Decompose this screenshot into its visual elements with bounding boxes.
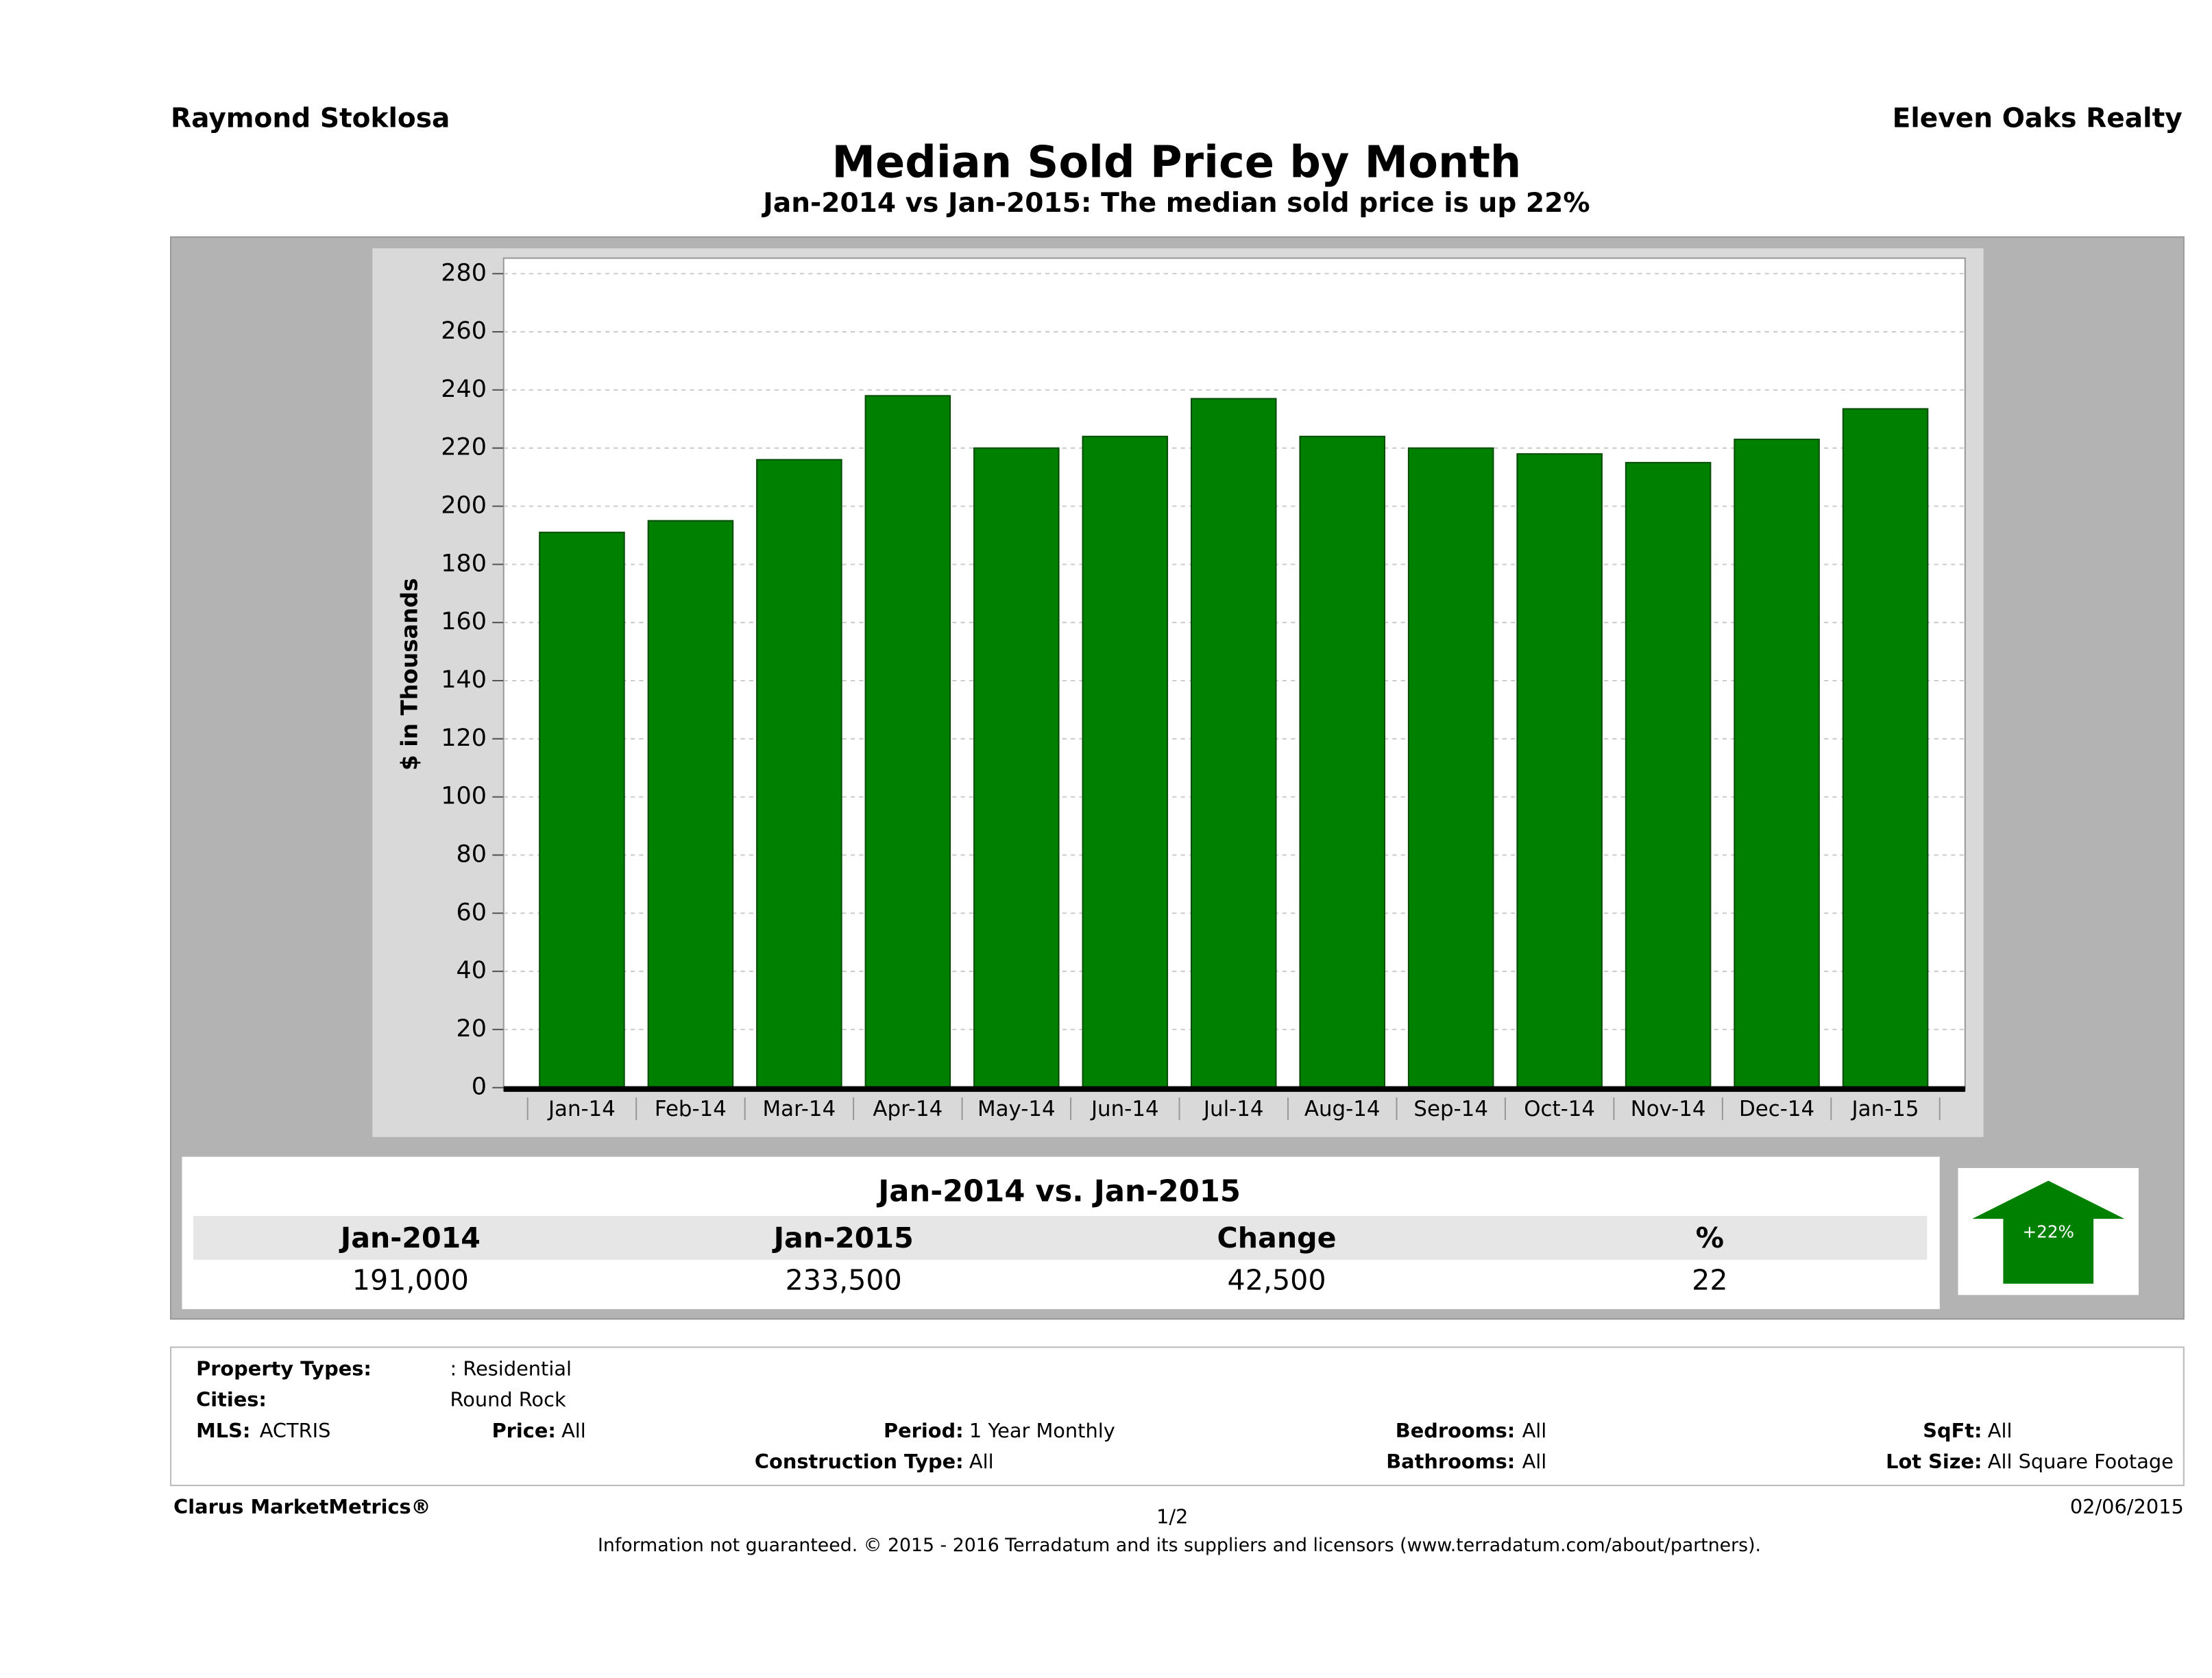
x-tick-label: Feb-14 xyxy=(655,1097,727,1121)
brand: Clarus MarketMetrics® xyxy=(173,1495,430,1518)
y-tick-label: 20 xyxy=(457,1015,487,1043)
y-tick-label: 200 xyxy=(441,492,487,520)
filter-value: Round Rock xyxy=(450,1388,566,1411)
table-header-row xyxy=(193,1216,1928,1260)
y-tick-label: 140 xyxy=(441,666,487,694)
filter-value: All xyxy=(969,1450,994,1473)
table-value: 233,500 xyxy=(786,1264,902,1297)
up-arrow xyxy=(1972,1180,2125,1284)
table-title-row xyxy=(193,1169,1928,1215)
x-tick-label: Jan-15 xyxy=(1851,1097,1919,1121)
filter-value: All xyxy=(1522,1450,1547,1473)
page-number: 1/2 xyxy=(1156,1505,1188,1528)
filter-label: MLS: xyxy=(196,1419,250,1442)
y-tick-label: 240 xyxy=(441,376,487,403)
filter-label: SqFt: xyxy=(1923,1419,1982,1442)
bar xyxy=(1842,408,1929,1089)
filters: Property Types: : Residential Cities: Round… xyxy=(196,1357,2174,1473)
filters-box xyxy=(170,1346,2185,1487)
y-tick-label: 180 xyxy=(441,550,487,577)
y-tick-label: 40 xyxy=(457,957,487,984)
y-tick-label: 160 xyxy=(441,608,487,635)
table-value-row xyxy=(193,1262,1928,1300)
bar xyxy=(1625,461,1712,1089)
filter-label: Period: xyxy=(884,1419,964,1442)
bar xyxy=(539,531,625,1089)
y-tick-label: 220 xyxy=(441,434,487,461)
table-value: 22 xyxy=(1692,1264,1727,1297)
report-date: 02/06/2015 xyxy=(2070,1495,2184,1518)
bar xyxy=(1190,398,1277,1089)
table-header: % xyxy=(1696,1221,1724,1254)
y-tick-label: 60 xyxy=(457,899,487,926)
company-name: Eleven Oaks Realty xyxy=(1893,103,2183,134)
filter-value: All xyxy=(1522,1419,1547,1442)
bar xyxy=(1516,453,1603,1089)
filter-value: All Square Footage xyxy=(1988,1450,2174,1473)
filter-value: : Residential xyxy=(450,1357,572,1380)
filter-label: Bathrooms: xyxy=(1386,1450,1515,1473)
x-tick-label: Apr-14 xyxy=(873,1097,943,1121)
table-header: Jan-2015 xyxy=(772,1221,914,1254)
table-header: Change xyxy=(1217,1221,1337,1254)
agent-name: Raymond Stoklosa xyxy=(171,103,450,134)
filter-label: Property Types: xyxy=(196,1357,372,1380)
disclaimer: Information not guaranteed. © 2015 - 201… xyxy=(598,1535,1761,1556)
badge-label: +22% xyxy=(2022,1222,2074,1242)
x-tick-label: Aug-14 xyxy=(1304,1097,1381,1121)
x-tick-label: May-14 xyxy=(977,1097,1056,1121)
x-tick-label: Jun-14 xyxy=(1090,1097,1159,1121)
x-tick-label: Jul-14 xyxy=(1202,1097,1264,1121)
x-tick-label: Mar-14 xyxy=(763,1097,836,1121)
x-tick-label: Nov-14 xyxy=(1631,1097,1706,1121)
bar xyxy=(647,520,734,1089)
y-tick-label: 0 xyxy=(472,1073,487,1101)
chart-title: Median Sold Price by Month xyxy=(832,137,1522,188)
filter-value: All xyxy=(561,1419,586,1442)
bar xyxy=(1082,435,1169,1089)
filter-label: Lot Size: xyxy=(1886,1450,1982,1473)
filter-label: Bedrooms: xyxy=(1396,1419,1516,1442)
bar xyxy=(1734,438,1820,1089)
table-header: Jan-2014 xyxy=(339,1221,481,1254)
bar xyxy=(1407,447,1494,1089)
filter-label: Cities: xyxy=(196,1388,267,1411)
table-value: 42,500 xyxy=(1228,1264,1326,1297)
filter-value: 1 Year Monthly xyxy=(969,1419,1115,1442)
y-tick-label: 80 xyxy=(457,840,487,868)
table-value: 191,000 xyxy=(352,1264,469,1297)
filter-label: Construction Type: xyxy=(755,1450,964,1473)
table-title: Jan-2014 vs. Jan-2015 xyxy=(876,1175,1241,1209)
filter-value: ACTRIS xyxy=(260,1419,331,1442)
bar xyxy=(864,395,951,1089)
filter-value: All xyxy=(1988,1419,2013,1442)
bar xyxy=(973,447,1060,1089)
filter-label: Price: xyxy=(492,1419,556,1442)
y-tick-label: 260 xyxy=(441,317,487,345)
y-tick-label: 120 xyxy=(441,725,487,752)
bar xyxy=(756,459,842,1089)
x-tick-label: Oct-14 xyxy=(1524,1097,1595,1121)
y-axis-title: $ in Thousands xyxy=(396,578,422,770)
table: Jan-2014 191,000 Jan-2015 233,500 Change 42,5… xyxy=(339,1221,1728,1297)
y-tick-label: 100 xyxy=(441,783,487,810)
bar xyxy=(1299,435,1385,1089)
x-tick-label: Dec-14 xyxy=(1739,1097,1814,1121)
x-tick-label: Jan-14 xyxy=(547,1097,616,1121)
x-tick-label: Sep-14 xyxy=(1413,1097,1488,1121)
chart-subtitle: Jan-2014 vs Jan-2015: The median sold pr… xyxy=(761,188,1590,219)
y-tick-label: 280 xyxy=(441,259,487,287)
